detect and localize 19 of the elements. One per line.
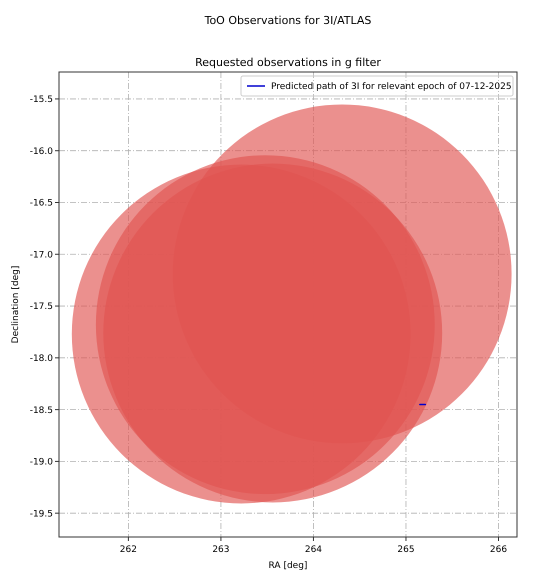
x-axis-title: RA [deg] <box>268 561 308 571</box>
y-tick-label: -19.5 <box>30 509 53 520</box>
y-tick-label: -18.0 <box>30 354 54 364</box>
x-tick-label: 263 <box>212 545 230 555</box>
y-tick-label: -16.5 <box>30 198 53 209</box>
y-tick-label: -19.0 <box>30 458 54 468</box>
x-tick-label: 266 <box>490 545 508 555</box>
y-axis-title: Declination [deg] <box>11 266 21 344</box>
x-tick-label: 265 <box>397 545 415 555</box>
x-tick-label: 262 <box>120 545 137 555</box>
y-tick-label: -16.0 <box>30 146 54 157</box>
x-tick-label: 264 <box>304 545 322 555</box>
chart-subtitle: Requested observations in g filter <box>195 56 382 69</box>
y-tick-label: -17.5 <box>30 302 53 312</box>
y-tick-label: -17.0 <box>30 250 54 260</box>
y-tick-label: -15.5 <box>30 95 53 106</box>
y-tick-label: -18.5 <box>30 406 53 416</box>
chart-title: ToO Observations for 3I/ATLAS <box>204 14 372 27</box>
legend-label: Predicted path of 3I for relevant epoch of 07-12-2025 <box>271 82 512 92</box>
